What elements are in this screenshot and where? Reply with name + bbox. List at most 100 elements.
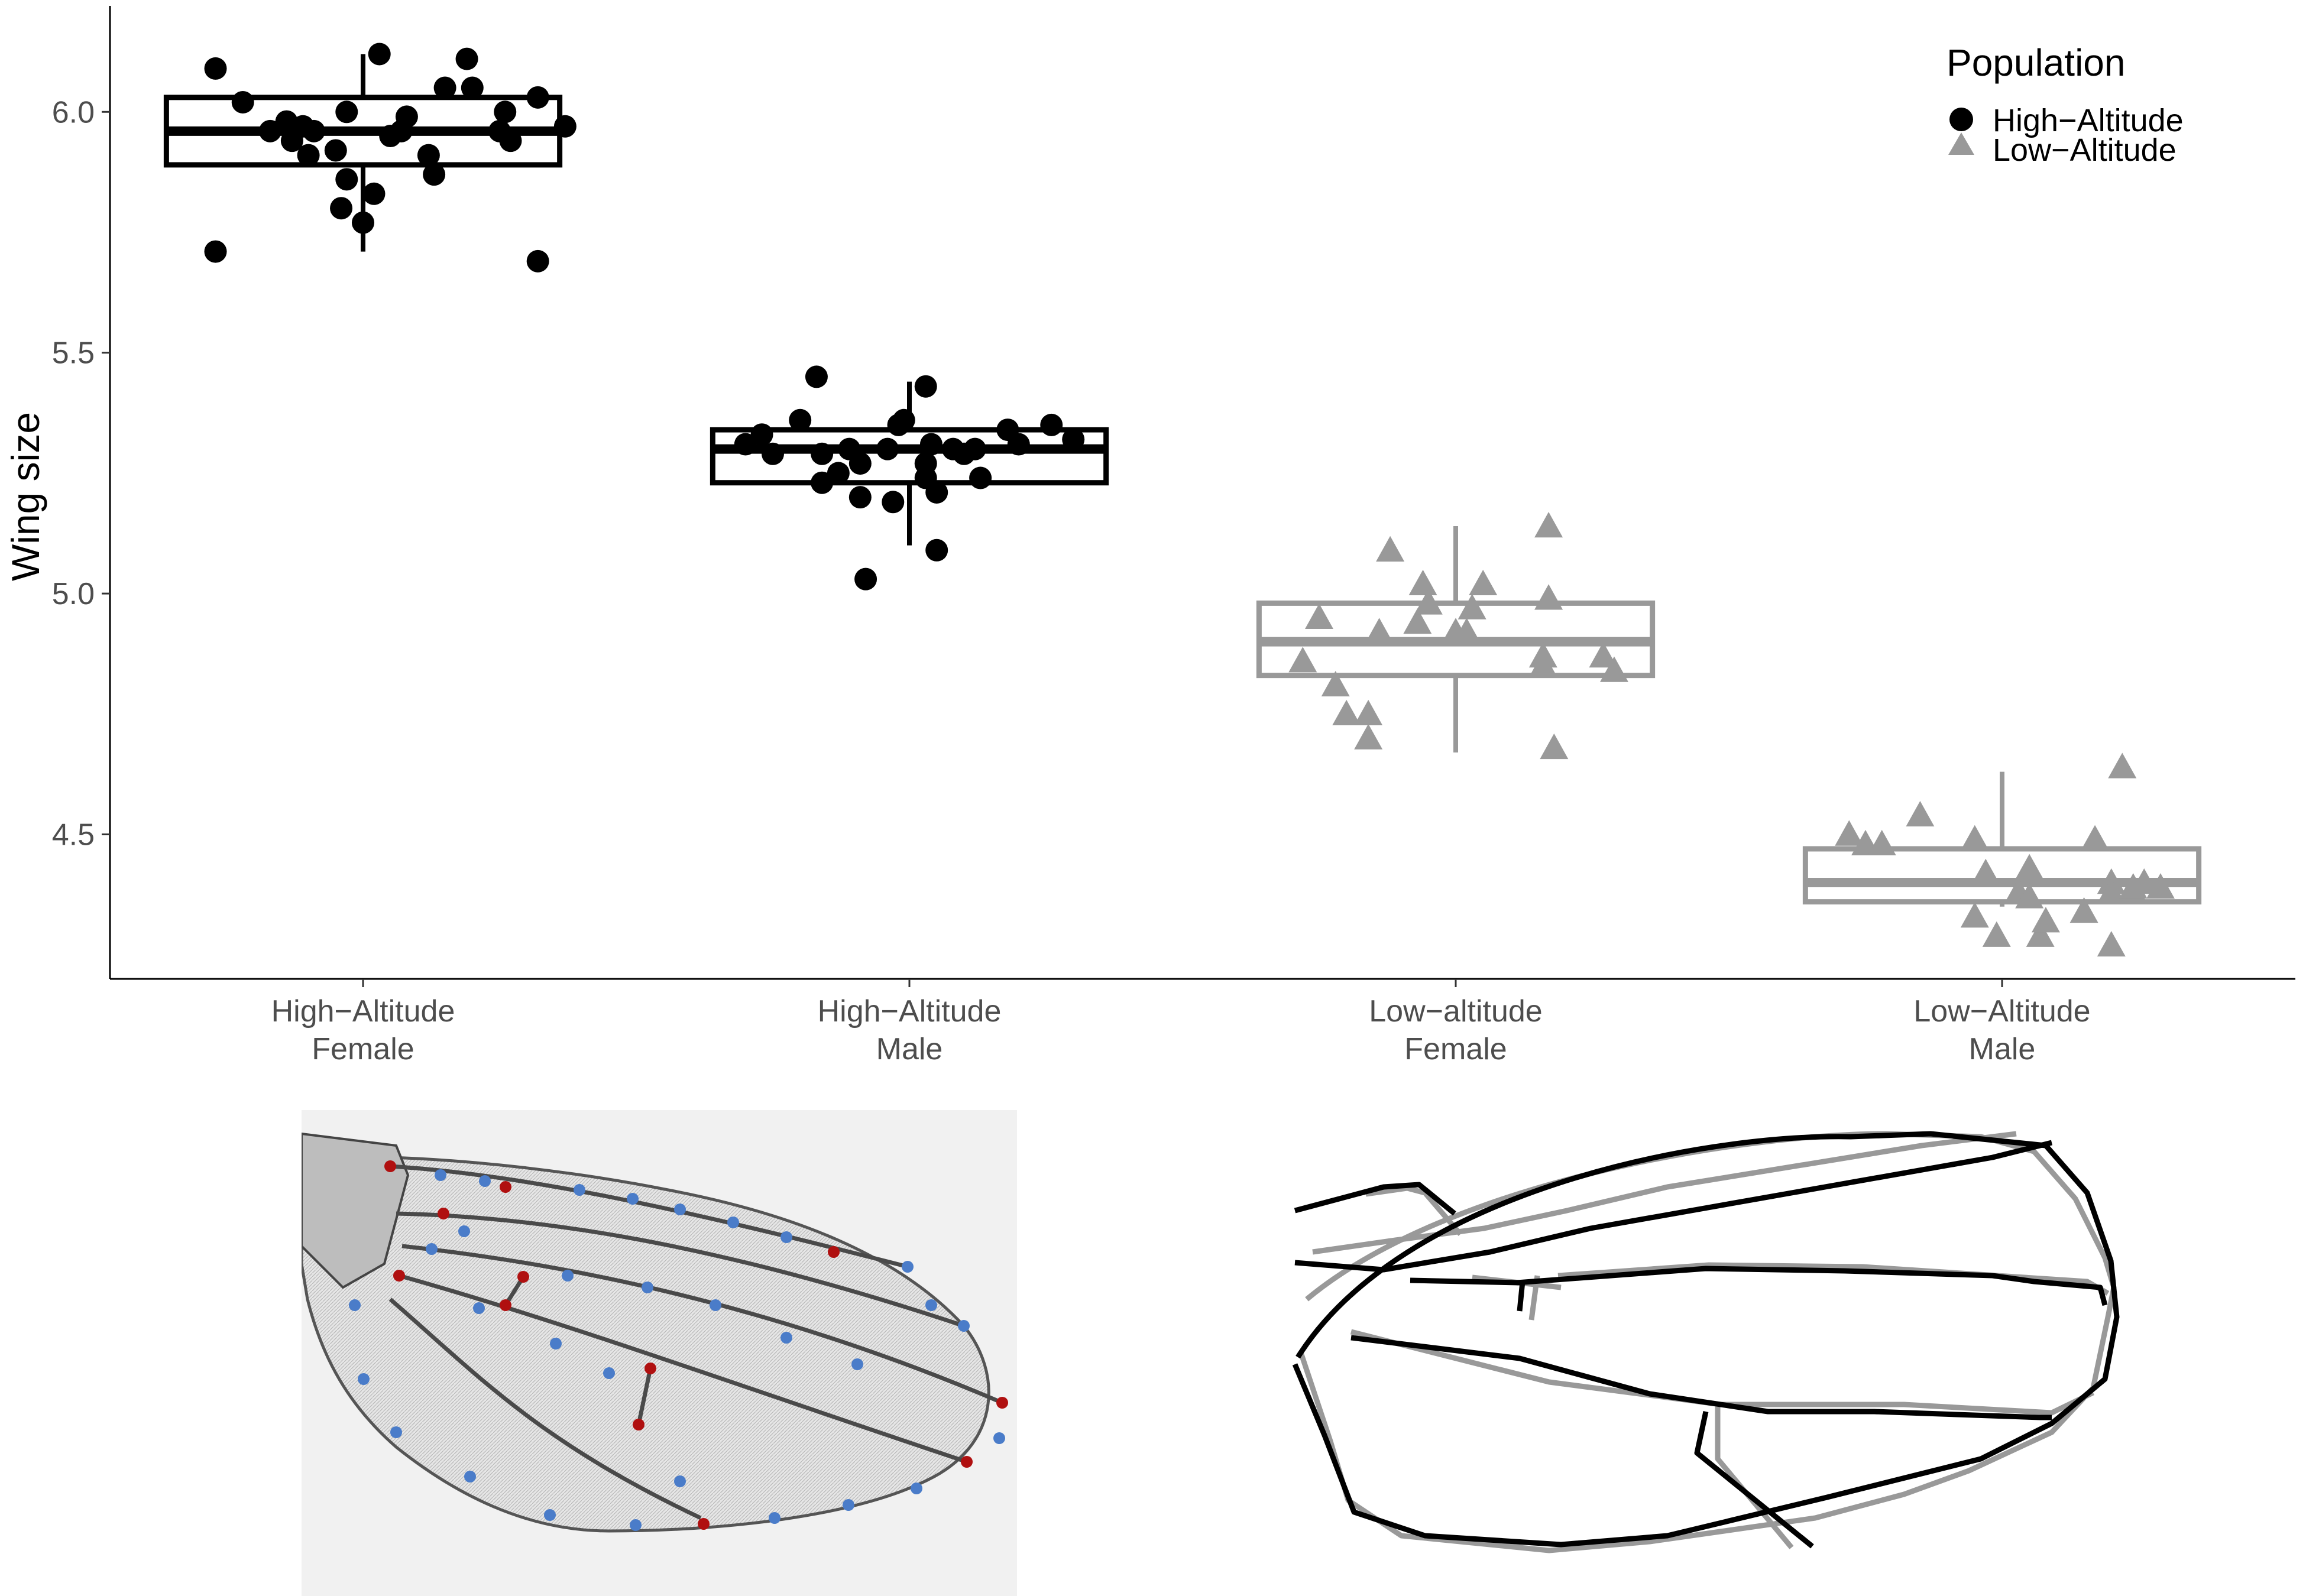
data-point-triangle — [1589, 642, 1618, 668]
data-point-triangle — [1867, 829, 1896, 856]
data-point-circle — [362, 182, 386, 205]
data-point-triangle — [1960, 902, 1989, 928]
data-point-circle — [892, 408, 915, 432]
y-axis-title: Wing size — [4, 412, 47, 581]
wing-landmark-dot — [627, 1193, 639, 1205]
data-point-triangle — [2015, 883, 2044, 909]
data-point-circle — [461, 76, 484, 99]
y-tick-label: 5.5 — [52, 336, 95, 371]
data-point-triangle — [2069, 897, 2098, 923]
y-tick-label: 4.5 — [52, 818, 95, 852]
data-point-circle — [1040, 413, 1063, 436]
wing-landmark-dot — [633, 1419, 644, 1430]
wing-landmark-dot — [349, 1299, 361, 1311]
data-point-triangle — [1403, 608, 1432, 634]
wing-landmark-dot — [479, 1175, 491, 1187]
data-point-triangle — [2015, 854, 2044, 880]
wing-veins — [388, 1164, 1003, 1520]
wing-landmark-dot — [961, 1456, 973, 1468]
x-tick-label-line2: Female — [312, 1032, 414, 1064]
wing-landmark-dot — [911, 1483, 922, 1494]
data-point-triangle — [1906, 800, 1935, 827]
wing-landmark-dot — [438, 1208, 449, 1219]
data-point-triangle — [1971, 858, 2000, 884]
wing-landmark-dot — [603, 1367, 615, 1379]
data-point-circle — [827, 462, 850, 485]
wing-landmark-dot — [500, 1299, 511, 1311]
wing-landmark-dot — [780, 1332, 792, 1344]
data-point-circle — [368, 43, 391, 66]
data-point-triangle — [1408, 569, 1437, 596]
wing-landmark-dot — [828, 1246, 840, 1258]
data-point-triangle — [1452, 618, 1481, 644]
wing-landmark-dot — [544, 1509, 556, 1521]
wing-size-boxplot: 4.55.05.56.0 High−AltitudeFemaleHigh−Alt… — [4, 6, 2295, 1064]
data-point-circle — [925, 539, 948, 562]
data-point-triangle — [1458, 593, 1486, 619]
wing-landmark-dot — [630, 1519, 642, 1531]
wing-landmark-dot — [710, 1299, 721, 1311]
wing-landmark-dot — [500, 1181, 511, 1193]
wing-landmark-dot — [550, 1338, 562, 1350]
data-point-triangle — [1528, 651, 1557, 677]
wing-landmark-dot — [642, 1282, 653, 1293]
data-point-circle — [258, 119, 281, 142]
legend-key-circle — [1949, 108, 1973, 131]
y-tick-label: 6.0 — [52, 95, 95, 129]
legend-key-triangle — [1948, 132, 1974, 155]
data-point-circle — [499, 129, 522, 153]
wing-landmark-dot — [393, 1270, 405, 1282]
data-point-triangle — [2108, 752, 2137, 778]
data-point-triangle — [1540, 733, 1569, 760]
data-point-circle — [494, 100, 517, 124]
data-point-triangle — [2097, 878, 2126, 904]
outline-low-altitude — [1298, 1131, 2117, 1553]
data-point-circle — [914, 452, 937, 475]
data-point-triangle — [2097, 930, 2126, 957]
wing-landmark-dot — [390, 1426, 402, 1438]
data-point-circle — [805, 365, 828, 388]
wing-landmark-dot — [473, 1302, 485, 1314]
data-point-circle — [324, 139, 347, 162]
data-point-circle — [526, 249, 549, 273]
data-point-circle — [854, 567, 877, 591]
data-point-circle — [526, 86, 549, 109]
wing-landmark-dot — [358, 1373, 370, 1385]
legend-label-low: Low−Altitude — [1993, 132, 2177, 168]
data-point-triangle — [1376, 536, 1405, 562]
legend: Population High−Altitude Low−Altitude — [1947, 41, 2184, 168]
data-point-circle — [297, 144, 320, 167]
data-point-triangle — [2119, 873, 2148, 899]
wing-landmark-dot — [993, 1432, 1005, 1444]
data-point-circle — [789, 408, 812, 432]
data-point-circle — [423, 163, 446, 186]
data-point-circle — [417, 144, 440, 167]
wing-landmark-dot — [426, 1243, 438, 1255]
data-point-circle — [919, 433, 943, 456]
data-point-triangle — [2081, 825, 2110, 851]
wing-landmark-dot — [644, 1363, 656, 1374]
wing-landmark-dot — [851, 1358, 863, 1370]
wing-base — [302, 1132, 410, 1289]
data-point-triangle — [1469, 569, 1498, 596]
data-point-circle — [914, 375, 937, 398]
x-tick-label-line1: Low−altitude — [1369, 994, 1542, 1029]
data-point-triangle — [1365, 618, 1394, 644]
data-point-circle — [330, 197, 353, 220]
wing-landmark-dot — [458, 1225, 470, 1237]
wing-landmark-dot — [902, 1261, 914, 1273]
data-point-circle — [379, 125, 402, 148]
box-iqr — [1802, 846, 2202, 905]
data-point-circle — [395, 105, 418, 128]
wing-landmark-dot — [843, 1499, 854, 1511]
wing-landmark-dot — [674, 1475, 686, 1487]
data-point-triangle — [1534, 584, 1563, 610]
data-point-circle — [335, 100, 358, 124]
data-point-triangle — [1835, 820, 1864, 846]
wing-landmark-dot — [780, 1231, 792, 1243]
x-tick-label-line1: High−Altitude — [818, 994, 1002, 1029]
wing-landmark-dot — [574, 1184, 585, 1196]
points-layer — [204, 43, 2175, 957]
wing-landmark-dot — [958, 1320, 970, 1332]
data-point-circle — [1062, 428, 1085, 451]
